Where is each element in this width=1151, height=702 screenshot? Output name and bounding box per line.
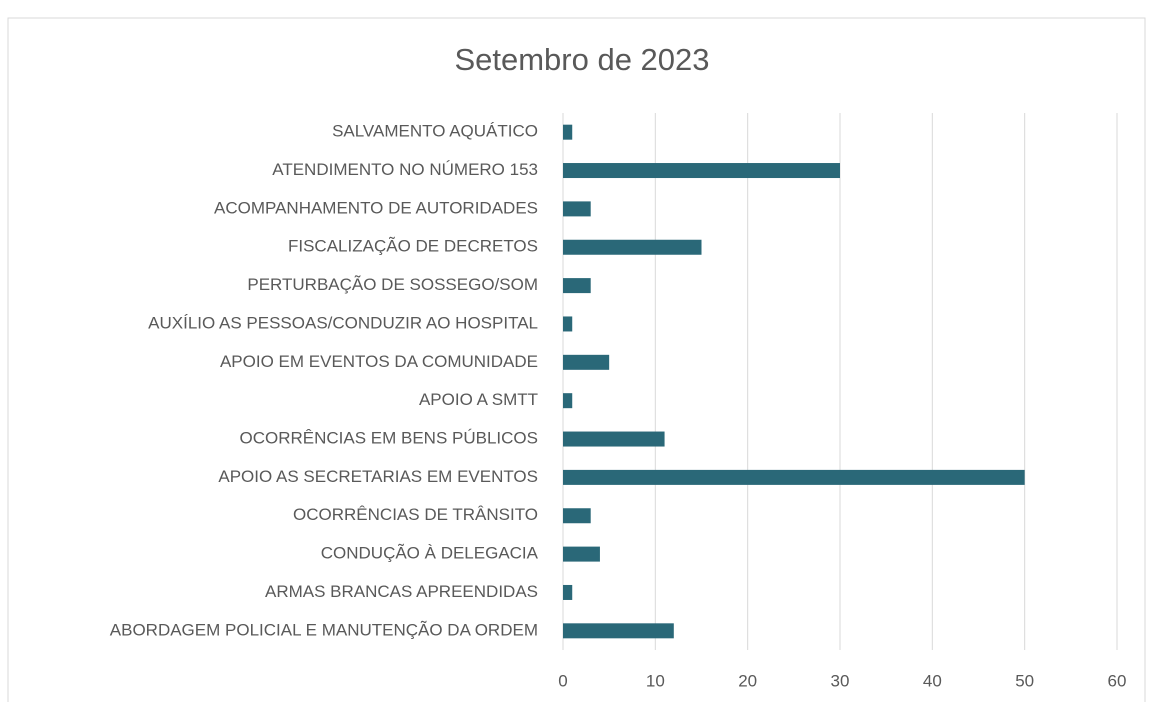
x-tick-label: 10	[646, 671, 665, 690]
bar	[563, 354, 610, 370]
y-tick-label: SALVAMENTO AQUÁTICO	[332, 122, 538, 141]
bar	[563, 393, 573, 409]
chart-title: Setembro de 2023	[454, 42, 709, 77]
bar	[563, 469, 1025, 485]
bar	[563, 124, 573, 140]
y-tick-label: OCORRÊNCIAS EM BENS PÚBLICOS	[239, 429, 538, 448]
bar	[563, 431, 665, 447]
x-tick-label: 20	[738, 671, 757, 690]
y-tick-label: ATENDIMENTO NO NÚMERO 153	[272, 160, 538, 179]
y-tick-label: ABORDAGEM POLICIAL E MANUTENÇÃO DA ORDEM	[110, 620, 538, 639]
bar	[563, 239, 702, 255]
bar	[563, 623, 674, 639]
x-tick-label: 60	[1108, 671, 1127, 690]
y-tick-label: AUXÍLIO AS PESSOAS/CONDUZIR AO HOSPITAL	[148, 313, 538, 332]
bar	[563, 584, 573, 600]
bar	[563, 163, 840, 179]
y-tick-label: OCORRÊNCIAS DE TRÂNSITO	[293, 505, 538, 524]
y-tick-label: APOIO AS SECRETARIAS EM EVENTOS	[218, 467, 538, 486]
bar	[563, 316, 573, 332]
bar	[563, 201, 591, 217]
y-tick-label: FISCALIZAÇÃO DE DECRETOS	[288, 237, 538, 256]
y-tick-label: ARMAS BRANCAS APREENDIDAS	[265, 582, 538, 601]
bar	[563, 278, 591, 294]
y-tick-label: PERTURBAÇÃO DE SOSSEGO/SOM	[247, 275, 538, 294]
x-tick-label: 30	[831, 671, 850, 690]
y-tick-label: APOIO A SMTT	[419, 390, 538, 409]
x-tick-label: 0	[558, 671, 567, 690]
bar	[563, 546, 600, 562]
y-tick-label: CONDUÇÃO À DELEGACIA	[321, 544, 539, 563]
y-tick-label: ACOMPANHAMENTO DE AUTORIDADES	[214, 198, 538, 217]
bar	[563, 508, 591, 524]
y-tick-label: APOIO EM EVENTOS DA COMUNIDADE	[220, 352, 538, 371]
x-tick-label: 50	[1015, 671, 1034, 690]
x-tick-label: 40	[923, 671, 942, 690]
